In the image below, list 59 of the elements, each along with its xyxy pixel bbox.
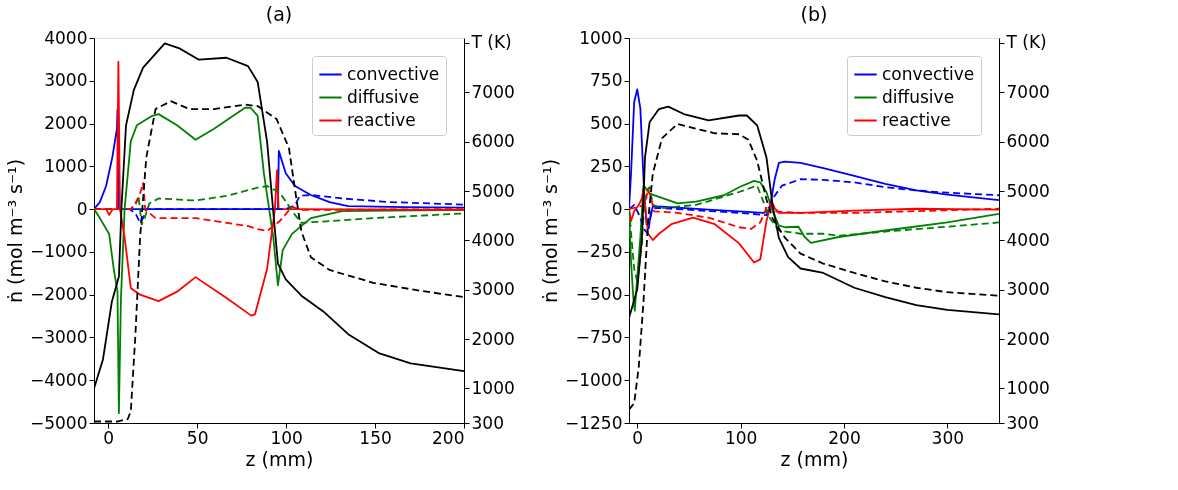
y-tick-label: −1250 (564, 412, 623, 433)
y-tick-label: −500 (575, 284, 623, 305)
y-axis-title: ṅ (mol m⁻³ s⁻¹) (538, 158, 561, 304)
chart-title: (a) (265, 3, 293, 25)
x-tick-label: 100 (724, 427, 758, 448)
y2-tick-label: 1000 (471, 377, 515, 398)
y2-tick-label: 4000 (471, 229, 515, 250)
y2-tick-label: 7000 (1006, 81, 1050, 102)
y2-tick-label: 5000 (1006, 180, 1050, 201)
x-tick-label: 300 (931, 427, 965, 448)
y-tick-label: 1000 (44, 155, 88, 176)
x-tick-label: 100 (270, 427, 303, 448)
y2-tick-label: 6000 (471, 131, 515, 152)
y-tick-label: 0 (611, 198, 623, 219)
legend-label: reactive (882, 109, 951, 130)
y2-tick-label: 300 (1006, 412, 1039, 433)
x-tick-label: 200 (828, 427, 861, 448)
y-tick-label: 3000 (44, 70, 88, 91)
y-tick-label: −5000 (29, 412, 88, 433)
x-tick-label: 150 (359, 427, 392, 448)
legend-label: diffusive (347, 86, 420, 107)
y2-tick-label: 2000 (1006, 328, 1050, 349)
y2-tick-label: 6000 (1006, 131, 1050, 152)
x-tick-label: 0 (632, 427, 644, 448)
y-tick-label: 750 (590, 70, 623, 91)
y-axis-title: ṅ (mol m⁻³ s⁻¹) (3, 158, 26, 304)
y-tick-label: 2000 (44, 113, 88, 134)
y-tick-label: 1000 (579, 27, 623, 48)
y-tick-label: −1000 (29, 241, 88, 262)
y-tick-label: −750 (575, 326, 623, 347)
y-tick-label: −4000 (29, 369, 88, 390)
x-tick-label: 0 (103, 427, 115, 448)
legend-label: diffusive (882, 86, 955, 107)
y-tick-label: 250 (590, 155, 623, 176)
y2-tick-label: T (K) (470, 32, 512, 53)
chart-title: (b) (800, 3, 828, 25)
legend-label: reactive (347, 109, 416, 130)
y2-tick-label: 1000 (1006, 377, 1050, 398)
x-tick-label: 50 (186, 427, 209, 448)
y2-tick-label: T (K) (1005, 32, 1047, 53)
y2-tick-label: 300 (471, 412, 504, 433)
y-tick-label: −1000 (564, 369, 623, 390)
y-tick-label: 4000 (44, 27, 88, 48)
y-tick-label: −2000 (29, 284, 88, 305)
y-tick-label: −250 (575, 241, 623, 262)
legend-label: convective (347, 63, 440, 84)
y2-tick-label: 3000 (1006, 279, 1050, 300)
y-tick-label: 500 (590, 113, 623, 134)
y-tick-label: 0 (76, 198, 88, 219)
x-axis-title: z (mm) (245, 447, 314, 470)
y-tick-label: −3000 (29, 326, 88, 347)
x-tick-label: 200 (432, 427, 465, 448)
y2-tick-label: 3000 (471, 279, 515, 300)
x-axis-title: z (mm) (780, 447, 849, 470)
y2-tick-label: 2000 (471, 328, 515, 349)
y2-tick-label: 4000 (1006, 229, 1050, 250)
legend-label: convective (882, 63, 975, 84)
y2-tick-label: 7000 (471, 81, 515, 102)
y2-tick-label: 5000 (471, 180, 515, 201)
